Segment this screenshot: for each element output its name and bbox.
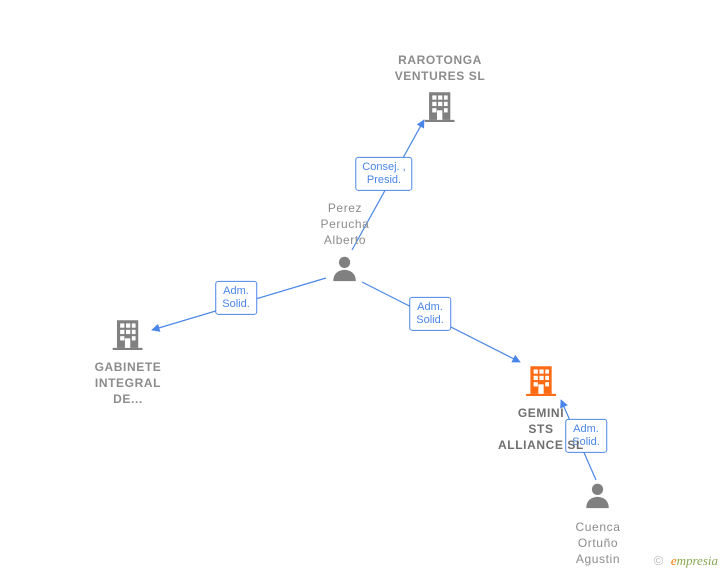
edge-label: Consej. , Presid.	[355, 157, 412, 191]
building-icon	[111, 316, 145, 355]
copyright-symbol: ©	[654, 553, 664, 568]
node-label: GABINETE INTEGRAL DE...	[95, 359, 162, 408]
node-label: Perez Perucha Alberto	[321, 200, 370, 249]
brand-rest: mpresia	[677, 553, 718, 568]
node-label: Cuenca Ortuño Agustin	[576, 519, 621, 568]
person-icon	[330, 253, 360, 288]
node-gabinete[interactable]: GABINETE INTEGRAL DE...	[95, 316, 162, 408]
edge-label: Adm. Solid.	[215, 281, 257, 315]
node-label: RAROTONGA VENTURES SL	[395, 52, 486, 84]
node-label: GEMINI STS ALLIANCE SL	[498, 405, 584, 454]
watermark: © empresia	[654, 553, 718, 569]
building-icon	[423, 88, 457, 127]
person-icon	[583, 480, 613, 515]
building-icon	[524, 362, 558, 401]
node-rarotonga[interactable]: RAROTONGA VENTURES SL	[395, 52, 486, 127]
edge-label: Adm. Solid.	[409, 297, 451, 331]
node-gemini[interactable]: GEMINI STS ALLIANCE SL	[498, 362, 584, 454]
node-perez[interactable]: Perez Perucha Alberto	[321, 200, 370, 288]
node-cuenca[interactable]: Cuenca Ortuño Agustin	[576, 480, 621, 568]
